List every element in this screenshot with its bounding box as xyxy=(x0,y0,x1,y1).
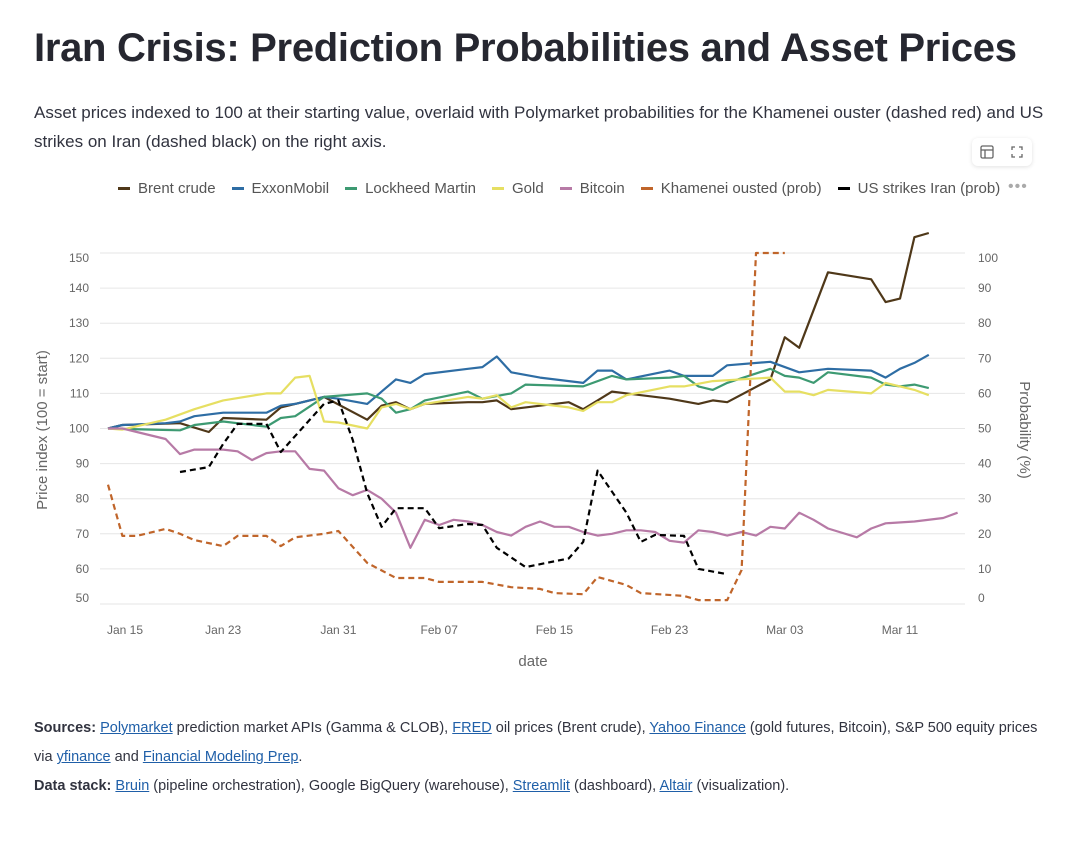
x-tick-label: Feb 07 xyxy=(421,623,459,637)
legend-swatch xyxy=(837,187,850,190)
legend-item-exxonmobil[interactable]: ExxonMobil xyxy=(231,180,330,197)
link-yfinance[interactable]: yfinance xyxy=(56,749,111,765)
link-financial-modeling-prep[interactable]: Financial Modeling Prep xyxy=(142,749,299,765)
y2-tick-label: 90 xyxy=(978,281,992,295)
legend-label: Khamenei ousted (prob) xyxy=(660,180,822,197)
legend-item-lockheed-martin[interactable]: Lockheed Martin xyxy=(345,180,476,197)
link-bruin[interactable]: Bruin xyxy=(115,778,150,794)
legend-swatch xyxy=(118,187,130,190)
legend-item-khamenei-ousted-prob[interactable]: Khamenei ousted (prob) xyxy=(640,180,822,197)
stack-line: Data stack: Bruin (pipeline orchestratio… xyxy=(34,772,1044,801)
legend-swatch xyxy=(345,187,358,190)
sources-line: Sources: Polymarket prediction market AP… xyxy=(34,714,1044,772)
sources-label: Sources: xyxy=(34,720,97,736)
chart: 50 60 70 80 90 100 110 120 130 140 150 0 10 20 30 40 50… xyxy=(34,231,1033,670)
y2-tick-label: 10 xyxy=(978,562,992,576)
legend-swatch xyxy=(640,187,653,190)
legend-swatch xyxy=(492,187,504,190)
y2-tick-label: 100 xyxy=(978,251,998,265)
x-tick-label: Jan 15 xyxy=(107,623,143,637)
legend-label: Lockheed Martin xyxy=(365,180,476,197)
y2-tick-label: 70 xyxy=(978,351,992,365)
x-tick-label: Feb 23 xyxy=(651,623,689,637)
y2-axis-title: Probability (%) xyxy=(1016,381,1033,479)
series-line-gold xyxy=(107,374,930,431)
y-tick-label: 120 xyxy=(69,351,89,365)
y2-tick-label: 50 xyxy=(978,422,992,436)
series-line-khamenei-ousted-prob xyxy=(106,251,785,602)
y2-tick-label: 30 xyxy=(978,492,992,506)
y2-tick-label: 40 xyxy=(978,457,992,471)
series-line-exxonmobil xyxy=(107,353,930,430)
x-tick-label: Jan 23 xyxy=(205,623,241,637)
page-title: Iran Crisis: Prediction Probabilities an… xyxy=(34,26,1017,70)
stack-label: Data stack: xyxy=(34,778,112,794)
series-line-lockheed-martin xyxy=(107,367,930,432)
x-tick-label: Feb 15 xyxy=(536,623,574,637)
y2-tick-label: 0 xyxy=(978,591,985,605)
link-streamlit[interactable]: Streamlit xyxy=(512,778,570,794)
legend-item-brent-crude[interactable]: Brent crude xyxy=(118,180,216,197)
y-tick-label: 150 xyxy=(69,251,89,265)
footer: Sources: Polymarket prediction market AP… xyxy=(34,714,1044,801)
link-altair[interactable]: Altair xyxy=(659,778,693,794)
x-tick-label: Mar 11 xyxy=(882,623,919,637)
y-axis-title: Price index (100 = start) xyxy=(34,350,51,510)
y2-tick-label: 60 xyxy=(978,386,992,400)
page-subtitle: Asset prices indexed to 100 at their sta… xyxy=(34,103,1044,151)
x-tick-label: Jan 31 xyxy=(320,623,356,637)
y-tick-label: 130 xyxy=(69,316,89,330)
legend-label: Gold xyxy=(512,180,544,197)
footer-text: (visualization). xyxy=(692,778,790,794)
legend-swatch xyxy=(559,187,572,190)
y2-tick-label: 20 xyxy=(978,527,992,541)
y-tick-label: 50 xyxy=(76,591,90,605)
legend-swatch xyxy=(231,187,244,190)
footer-text: (dashboard), xyxy=(569,778,660,794)
link-polymarket[interactable]: Polymarket xyxy=(100,720,173,736)
y-tick-label: 90 xyxy=(76,457,90,471)
y-tick-label: 110 xyxy=(70,386,89,400)
link-yahoo-finance[interactable]: Yahoo Finance xyxy=(649,720,746,736)
footer-text: (pipeline orchestration), Google BigQuer… xyxy=(149,778,513,794)
chart-legend: Brent crude ExxonMobil Lockheed Martin Gold… xyxy=(118,180,1016,197)
legend-label: US strikes Iran (prob) xyxy=(857,180,1001,197)
footer-text: oil prices (Brent crude), xyxy=(491,720,650,736)
y-tick-label: 80 xyxy=(76,492,90,506)
footer-text: (gold futures, Bitcoin), S&P 500 equity … xyxy=(34,720,1038,765)
series-line-bitcoin xyxy=(108,427,958,549)
legend-item-us-strikes-iran-prob[interactable]: US strikes Iran (prob) xyxy=(837,180,1001,197)
y-tick-label: 100 xyxy=(69,422,89,436)
legend-label: Bitcoin xyxy=(579,180,625,197)
chart-toolbar xyxy=(972,138,1032,166)
y2-tick-label: 80 xyxy=(978,316,992,330)
series-line-brent-crude xyxy=(107,231,930,434)
footer-text: and xyxy=(110,749,143,765)
x-axis-title: date xyxy=(518,653,547,670)
y-tick-label: 140 xyxy=(69,281,89,295)
legend-label: Brent crude xyxy=(138,180,216,197)
footer-text: prediction market APIs (Gamma & CLOB), xyxy=(172,720,453,736)
table-icon[interactable] xyxy=(978,143,996,161)
series-line-us-strikes-iran-prob xyxy=(179,399,728,576)
y-tick-label: 70 xyxy=(76,527,90,541)
fullscreen-icon[interactable] xyxy=(1008,143,1026,161)
more-options-icon[interactable]: ••• xyxy=(1008,178,1028,195)
x-tick-label: Mar 03 xyxy=(766,623,804,637)
footer-text: . xyxy=(298,749,303,765)
legend-item-gold[interactable]: Gold xyxy=(492,180,544,197)
legend-item-bitcoin[interactable]: Bitcoin xyxy=(559,180,625,197)
legend-label: ExxonMobil xyxy=(251,180,330,197)
link-fred[interactable]: FRED xyxy=(452,720,492,736)
y-tick-label: 60 xyxy=(76,562,90,576)
